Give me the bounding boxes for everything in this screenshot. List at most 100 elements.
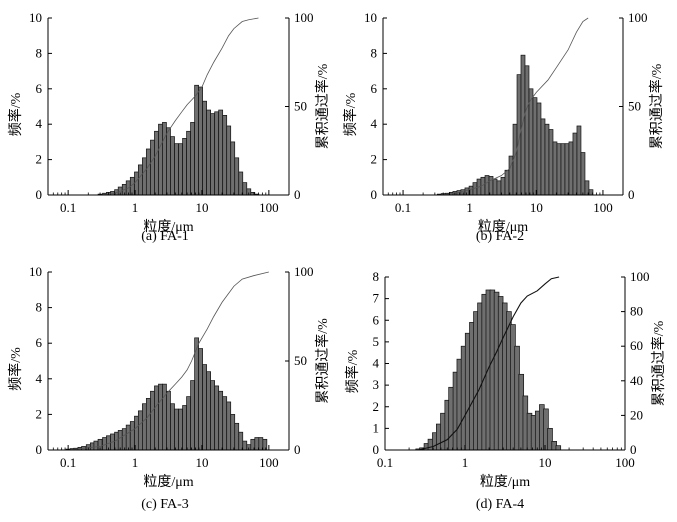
frequency-bar bbox=[122, 429, 126, 450]
frequency-bar bbox=[195, 85, 199, 195]
y2-tick-label: 100 bbox=[628, 10, 648, 25]
y2-axis-label: 累积通过率/% bbox=[650, 320, 667, 406]
y2-tick-label: 100 bbox=[294, 10, 314, 25]
y-axis-label: 频率/% bbox=[7, 347, 24, 391]
y-tick-label: 3 bbox=[373, 377, 380, 392]
frequency-bar bbox=[545, 124, 549, 195]
y-tick-label: 2 bbox=[371, 152, 378, 167]
frequency-bar bbox=[227, 402, 231, 450]
frequency-bar bbox=[235, 423, 239, 450]
frequency-bar bbox=[183, 406, 187, 451]
frequency-bar bbox=[195, 338, 199, 450]
y-tick-label: 7 bbox=[373, 291, 380, 306]
frequency-bar bbox=[553, 142, 557, 195]
frequency-bar bbox=[263, 439, 267, 450]
x-axis-label: 粒度/μm bbox=[143, 474, 193, 490]
y-tick-label: 0 bbox=[36, 187, 43, 202]
frequency-bar bbox=[239, 172, 243, 195]
frequency-bar bbox=[158, 124, 162, 195]
y-axis-label: 频率/% bbox=[344, 349, 361, 393]
frequency-bar bbox=[179, 144, 183, 195]
frequency-bar bbox=[223, 115, 227, 195]
figure: 02468100501000.1 1 10 100粒度/μm频率/% 累积通过率/%(a… bbox=[0, 0, 677, 522]
y-tick-label: 10 bbox=[364, 10, 377, 25]
y2-tick-label: 100 bbox=[294, 264, 314, 279]
frequency-bar bbox=[199, 349, 203, 450]
frequency-bar bbox=[126, 425, 130, 450]
frequency-bar bbox=[549, 130, 553, 195]
x-tick-label: 1 bbox=[466, 200, 473, 215]
y-tick-label: 8 bbox=[371, 45, 378, 60]
frequency-bar bbox=[166, 128, 170, 195]
frequency-bar bbox=[138, 165, 142, 195]
y2-axis-label: 累积通过率/% bbox=[648, 63, 665, 149]
frequency-bar bbox=[175, 144, 179, 195]
x-tick-label: 100 bbox=[259, 200, 279, 215]
frequency-bar bbox=[533, 98, 537, 195]
frequency-bar bbox=[142, 158, 146, 195]
y2-tick-label: 40 bbox=[630, 373, 643, 388]
y-tick-label: 1 bbox=[373, 420, 380, 435]
frequency-bar bbox=[485, 176, 489, 195]
frequency-bar bbox=[203, 365, 207, 450]
y2-tick-label: 100 bbox=[630, 269, 650, 284]
x-tick-label: 0.1 bbox=[60, 200, 76, 215]
x-tick-label: 10 bbox=[195, 200, 208, 215]
frequency-bar bbox=[243, 441, 247, 450]
frequency-bar bbox=[493, 179, 497, 195]
x-tick-label: 100 bbox=[593, 200, 613, 215]
frequency-bar bbox=[505, 170, 509, 195]
frequency-bar bbox=[171, 137, 175, 195]
frequency-bar bbox=[219, 391, 223, 450]
panel-caption: (a) FA-1 bbox=[141, 229, 189, 244]
y-tick-label: 2 bbox=[373, 399, 380, 414]
y-tick-label: 6 bbox=[371, 81, 378, 96]
frequency-bar bbox=[130, 422, 134, 450]
frequency-bar bbox=[557, 144, 561, 195]
y2-tick-label: 0 bbox=[628, 187, 635, 202]
x-tick-label: 10 bbox=[539, 455, 552, 470]
y-tick-label: 2 bbox=[36, 406, 43, 421]
frequency-bar bbox=[501, 177, 505, 195]
y2-tick-label: 20 bbox=[630, 407, 643, 422]
frequency-bar bbox=[175, 409, 179, 450]
y-tick-label: 5 bbox=[373, 334, 380, 349]
frequency-bar bbox=[146, 398, 150, 450]
y2-tick-label: 60 bbox=[630, 338, 643, 353]
x-tick-label: 10 bbox=[195, 455, 208, 470]
panel-caption: (c) FA-3 bbox=[141, 497, 189, 512]
frequency-bar bbox=[94, 441, 98, 450]
y-tick-label: 0 bbox=[36, 442, 43, 457]
x-tick-label: 0.1 bbox=[395, 200, 411, 215]
x-axis-label: 粒度/μm bbox=[480, 474, 530, 490]
y2-tick-label: 50 bbox=[294, 353, 307, 368]
y-tick-label: 8 bbox=[36, 300, 43, 315]
frequency-bar bbox=[199, 87, 203, 195]
y2-axis-label: 累积通过率/% bbox=[314, 63, 331, 149]
y-tick-label: 4 bbox=[371, 116, 378, 131]
frequency-bar bbox=[569, 142, 573, 195]
y-tick-label: 10 bbox=[29, 264, 42, 279]
frequency-bar bbox=[207, 372, 211, 450]
frequency-bar bbox=[243, 183, 247, 195]
panel-caption: (d) FA-4 bbox=[476, 497, 524, 512]
y-tick-label: 8 bbox=[36, 45, 43, 60]
x-tick-label: 1 bbox=[132, 455, 139, 470]
y-tick-label: 4 bbox=[373, 356, 380, 371]
frequency-bar bbox=[183, 138, 187, 195]
frequency-bar bbox=[231, 414, 235, 450]
frequency-bar bbox=[203, 101, 207, 195]
frequency-bar bbox=[573, 133, 577, 195]
frequency-bar bbox=[215, 112, 219, 195]
y2-tick-label: 50 bbox=[628, 99, 641, 114]
frequency-bar bbox=[235, 158, 239, 195]
frequency-bar bbox=[227, 126, 231, 195]
frequency-bar bbox=[521, 55, 525, 195]
x-tick-label: 100 bbox=[615, 455, 635, 470]
frequency-bar bbox=[158, 384, 162, 450]
frequency-bar bbox=[231, 142, 235, 195]
x-tick-label: 0.1 bbox=[60, 455, 76, 470]
